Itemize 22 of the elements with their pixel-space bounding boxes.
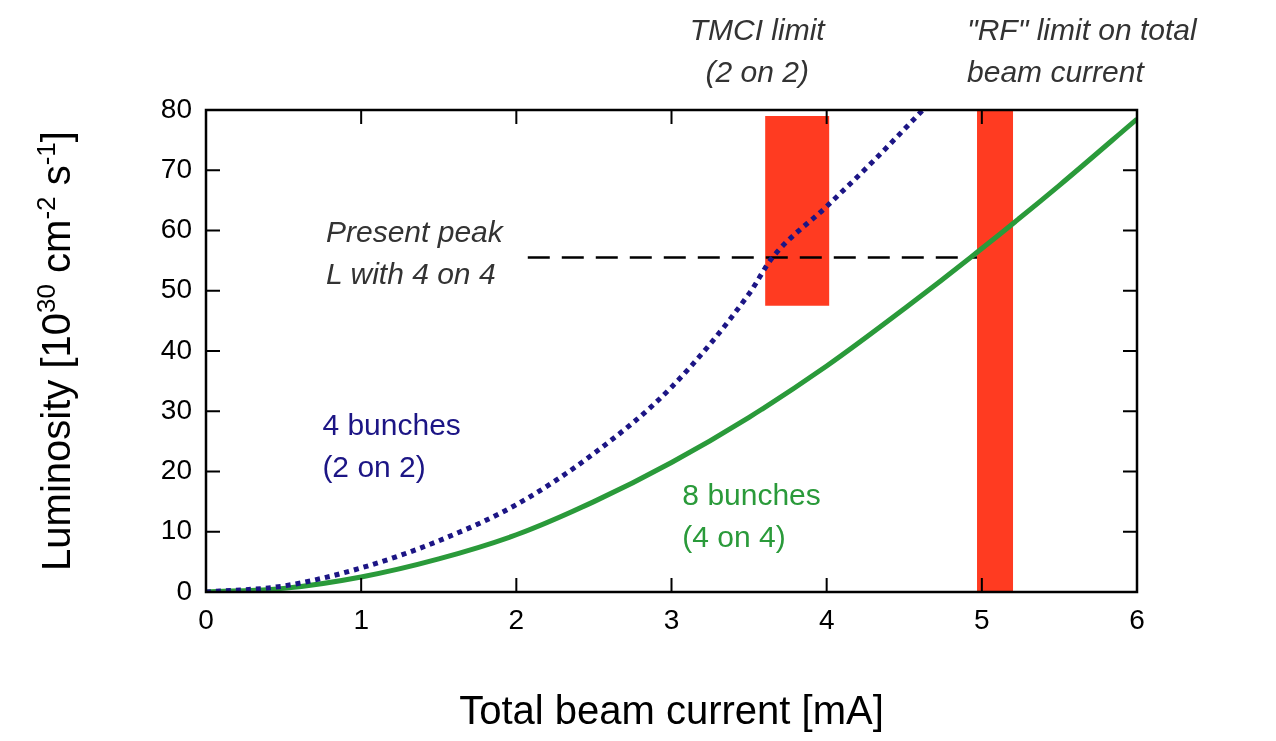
y-tick-label: 50 xyxy=(160,273,192,305)
text: "RF" limit on total beam current xyxy=(967,13,1199,88)
y-tick-label: 70 xyxy=(160,152,192,184)
y-tick-label: 60 xyxy=(160,213,192,245)
y-tick-label: 40 xyxy=(160,333,192,365)
x-tick-label: 1 xyxy=(353,603,369,635)
x-tick-label: 4 xyxy=(818,603,835,635)
text: TMCI limit (2 on 2) xyxy=(689,13,827,88)
y-tick-label: 30 xyxy=(160,393,192,425)
x-tick-label: 2 xyxy=(508,603,525,635)
y-tick-label: 10 xyxy=(160,514,192,546)
ref-line-label: Present peak L with 4 on 4 xyxy=(326,214,505,290)
y-tick-label: 80 xyxy=(160,92,192,124)
x-tick-label: 5 xyxy=(974,603,990,635)
x-axis-title: Total beam current [mA] xyxy=(459,688,884,733)
y-tick-label: 0 xyxy=(176,574,192,606)
y-tick-label: 20 xyxy=(160,454,192,486)
x-tick-label: 3 xyxy=(663,603,680,635)
series-label: 4 bunches (2 on 2) xyxy=(322,408,461,484)
series-label: 8 bunches (4 on 4) xyxy=(682,477,821,553)
x-tick-label: 6 xyxy=(1129,603,1145,635)
x-tick-label: 0 xyxy=(198,603,214,635)
